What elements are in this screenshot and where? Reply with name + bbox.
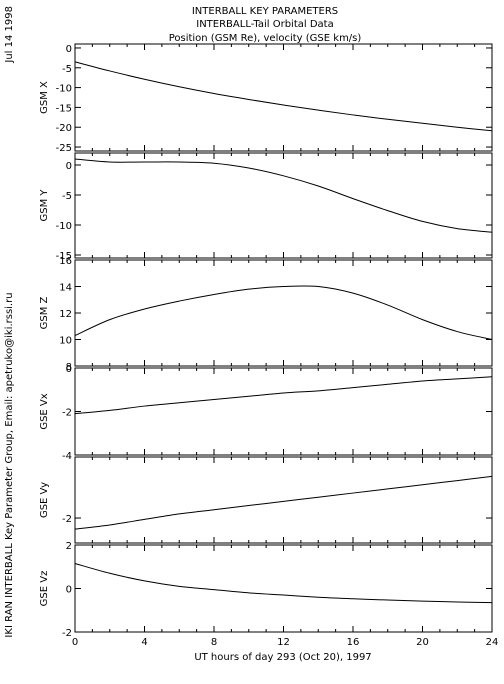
- y-tick-label: 2: [66, 541, 72, 552]
- y-tick-label: 0: [66, 44, 72, 55]
- x-tick-label: 4: [141, 637, 147, 648]
- series-line: [74, 61, 493, 132]
- title-line-2: INTERBALL-Tail Orbital Data: [196, 19, 333, 30]
- y-axis-title: GSM X: [39, 81, 50, 114]
- y-axis-title: GSE Vx: [39, 393, 50, 429]
- y-axis-title: GSE Vz: [39, 571, 50, 607]
- y-tick-label: -5: [62, 64, 72, 75]
- series-line: [74, 475, 493, 530]
- y-tick-label: -15: [56, 251, 72, 262]
- y-tick-label: -2: [62, 408, 72, 419]
- panel-1: 0 -5 -10 -15 -20 -25 GSM X: [39, 43, 493, 154]
- panel-3: 8 10 12 14 16 GSM Z: [39, 256, 493, 373]
- y-tick-label: -10: [56, 221, 72, 232]
- title-line-3: Position (GSM Re), velocity (GSE km/s): [169, 33, 362, 44]
- credit-line: IKI RAN INTERBALL Key Parameter Group, E…: [4, 292, 15, 637]
- series-line: [74, 285, 493, 340]
- x-tick-label: 8: [211, 637, 217, 648]
- x-tick-label: 16: [347, 637, 360, 648]
- x-axis-label: UT hours of day 293 (Oct 20), 1997: [194, 652, 371, 663]
- date-stamp: Jul 14 1998: [4, 6, 15, 64]
- panel-2: 0 -5 -10 -15 GSM Y: [39, 152, 493, 262]
- series-line: [74, 158, 493, 233]
- y-tick-label: 14: [59, 283, 72, 294]
- y-tick-label: -2: [62, 628, 72, 639]
- y-axis-title: GSE Vy: [39, 482, 50, 518]
- y-tick-label: 12: [59, 309, 72, 320]
- y-tick-label: -15: [56, 103, 72, 114]
- y-tick-label: 16: [59, 256, 72, 267]
- y-axis-title: GSM Y: [39, 189, 50, 222]
- panel-frame: [74, 544, 493, 633]
- panel-5: -2 GSE Vy: [39, 456, 493, 544]
- panel-frame: [74, 43, 493, 152]
- title-line-1: INTERBALL KEY PARAMETERS: [192, 6, 338, 17]
- panel-frame: [74, 259, 493, 367]
- panel-frame: [74, 152, 493, 259]
- y-tick-label: -10: [56, 84, 72, 95]
- x-tick-label: 0: [72, 637, 78, 648]
- y-axis-title: GSM Z: [39, 296, 50, 329]
- x-tick-label: 20: [416, 637, 429, 648]
- x-tick-label: 12: [277, 637, 290, 648]
- y-tick-label: 0: [66, 364, 72, 375]
- series-line: [74, 563, 493, 604]
- y-tick-label: 0: [66, 161, 72, 172]
- y-tick-label: 8: [66, 362, 72, 373]
- y-tick-label: 0: [66, 585, 72, 596]
- panel-4: 0 -2 -4 GSE Vx: [39, 364, 493, 462]
- y-tick-label: -4: [62, 451, 72, 462]
- y-tick-label: -2: [62, 514, 72, 525]
- y-tick-label: -25: [56, 143, 72, 154]
- y-tick-label: 10: [59, 336, 72, 347]
- y-tick-label: -20: [56, 123, 72, 134]
- series-line: [74, 376, 493, 415]
- panel-6: 2 0 -2 GSE Vz: [39, 541, 493, 639]
- x-tick-label: 24: [486, 637, 499, 648]
- panel-frame: [74, 456, 493, 544]
- y-tick-label: -5: [62, 191, 72, 202]
